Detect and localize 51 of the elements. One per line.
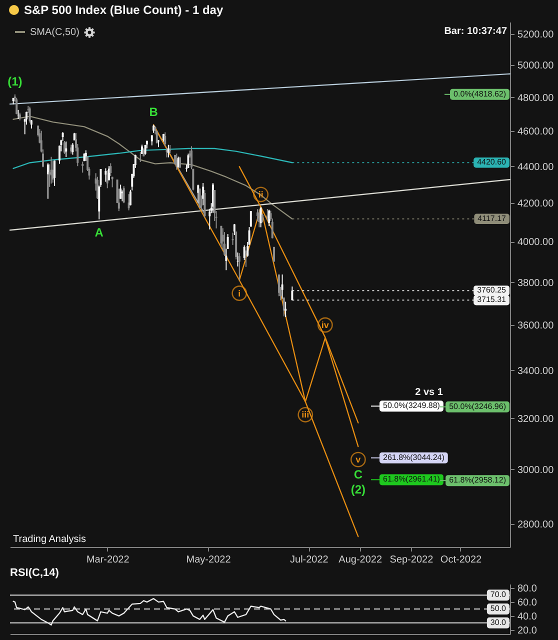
chart-title: S&P 500 Index (Blue Count) - 1 day <box>24 3 224 17</box>
data-label: iv <box>321 320 329 330</box>
y-tick-label: 5000.00 <box>518 60 554 72</box>
y-tick-label: 40.0 <box>518 611 538 622</box>
ref-line-label: 30.0 <box>490 618 507 627</box>
data-label: i <box>238 288 241 298</box>
ref-line-label: 61.8%(2958.12) <box>449 476 506 485</box>
annotation: (2) <box>350 482 366 497</box>
annotation: (1) <box>8 74 22 88</box>
y-tick-label: 3600.00 <box>518 320 554 332</box>
ref-line-label: 50.0%(3249.88) <box>382 401 440 410</box>
y-tick-label: 4800.00 <box>518 92 554 104</box>
x-tick-label: Aug-2022 <box>338 554 382 566</box>
y-tick-label: 80.0 <box>518 584 538 595</box>
annotation: Trading Analysis <box>13 534 86 545</box>
x-tick-label: May-2022 <box>186 554 232 566</box>
x-tick-label: Mar-2022 <box>86 554 130 566</box>
y-tick-label: 4400.00 <box>518 162 554 173</box>
annotation: 3715.31 <box>477 295 507 304</box>
ref-line-label: 261.8%(3044.24) <box>382 452 445 462</box>
annotation: 4117.17 <box>478 214 507 223</box>
y-tick-label: 4600.00 <box>518 126 554 138</box>
legend-label: SMA(C,50) <box>30 27 80 38</box>
y-tick-label: 3000.00 <box>518 464 554 476</box>
annotation: 4420.60 <box>477 158 507 167</box>
x-tick-label: Sep-2022 <box>390 554 434 566</box>
annotation: C <box>354 468 363 482</box>
y-tick-label: 3400.00 <box>518 366 554 377</box>
y-tick-label: 20.0 <box>518 625 538 636</box>
annotation: 3760.25 <box>477 286 507 295</box>
annotation: Bar: 10:37:47 <box>444 26 508 37</box>
data-label: iii <box>302 410 310 420</box>
ref-line-label: 50.0 <box>490 604 507 613</box>
x-tick-label: Oct-2022 <box>440 554 482 566</box>
ref-line-label: 61.8%(2961.41) <box>382 474 440 484</box>
ref-line-label: 0.0%(4818.62) <box>454 89 506 98</box>
y-tick-label: 5200.00 <box>518 30 554 41</box>
annotation: B <box>149 104 158 119</box>
x-tick-label: Jul-2022 <box>290 554 329 566</box>
ref-line-label: 70.0 <box>490 590 507 600</box>
data-label: v <box>356 454 361 465</box>
ref-line-label: 50.0%(3246.96) <box>449 402 506 411</box>
y-tick-label: 4000.00 <box>518 237 554 248</box>
y-tick-label: 60.0 <box>518 598 538 609</box>
y-tick-label: 2800.00 <box>518 520 554 531</box>
chart-title: RSI(C,14) <box>10 567 60 580</box>
y-tick-label: 4200.00 <box>518 198 554 210</box>
y-tick-label: 3200.00 <box>518 414 554 425</box>
annotation: A <box>94 225 104 240</box>
annotation: 2 vs 1 <box>415 387 444 398</box>
y-tick-label: 3800.00 <box>518 278 554 289</box>
